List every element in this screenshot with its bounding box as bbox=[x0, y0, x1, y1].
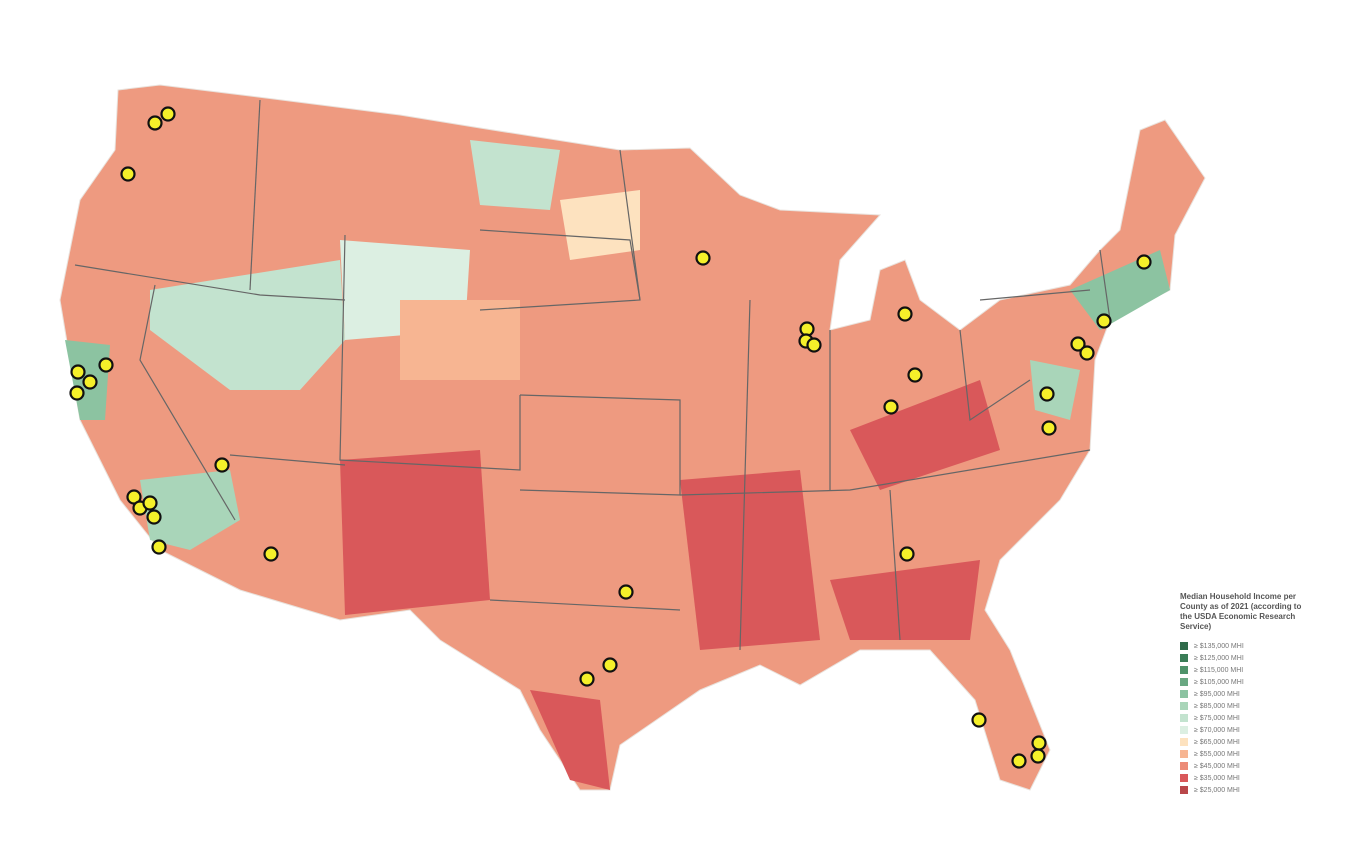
city-marker bbox=[907, 367, 923, 383]
city-marker bbox=[1136, 254, 1152, 270]
legend-item: ≥ $70,000 MHI bbox=[1180, 724, 1310, 736]
legend-items: ≥ $135,000 MHI ≥ $125,000 MHI ≥ $115,000 M… bbox=[1180, 640, 1310, 796]
city-marker bbox=[147, 115, 163, 131]
city-marker bbox=[695, 250, 711, 266]
legend-swatch bbox=[1180, 786, 1188, 794]
city-marker bbox=[214, 457, 230, 473]
legend-title: Median Household Income per County as of… bbox=[1180, 592, 1302, 631]
legend-label: ≥ $135,000 MHI bbox=[1194, 642, 1244, 650]
city-marker bbox=[120, 166, 136, 182]
legend-swatch bbox=[1180, 714, 1188, 722]
legend-swatch bbox=[1180, 702, 1188, 710]
legend-item: ≥ $95,000 MHI bbox=[1180, 688, 1310, 700]
city-marker bbox=[142, 495, 158, 511]
city-marker bbox=[98, 357, 114, 373]
legend-swatch bbox=[1180, 642, 1188, 650]
city-marker bbox=[69, 385, 85, 401]
city-marker bbox=[1031, 735, 1047, 751]
legend-item: ≥ $65,000 MHI bbox=[1180, 736, 1310, 748]
city-marker bbox=[1096, 313, 1112, 329]
legend-label: ≥ $125,000 MHI bbox=[1194, 654, 1244, 662]
city-marker bbox=[971, 712, 987, 728]
legend-item: ≥ $135,000 MHI bbox=[1180, 640, 1310, 652]
legend-swatch bbox=[1180, 750, 1188, 758]
legend-label: ≥ $75,000 MHI bbox=[1194, 714, 1240, 722]
legend-label: ≥ $55,000 MHI bbox=[1194, 750, 1240, 758]
city-marker bbox=[160, 106, 176, 122]
city-marker bbox=[899, 546, 915, 562]
legend-item: ≥ $125,000 MHI bbox=[1180, 652, 1310, 664]
legend-item: ≥ $25,000 MHI bbox=[1180, 784, 1310, 796]
city-marker bbox=[263, 546, 279, 562]
state-borders bbox=[74, 99, 1111, 651]
city-marker bbox=[1039, 386, 1055, 402]
legend-item: ≥ $55,000 MHI bbox=[1180, 748, 1310, 760]
legend-swatch bbox=[1180, 738, 1188, 746]
legend-swatch bbox=[1180, 678, 1188, 686]
city-marker bbox=[1011, 753, 1027, 769]
legend-item: ≥ $35,000 MHI bbox=[1180, 772, 1310, 784]
legend-swatch bbox=[1180, 726, 1188, 734]
city-marker bbox=[579, 671, 595, 687]
legend-swatch bbox=[1180, 690, 1188, 698]
legend-swatch bbox=[1180, 654, 1188, 662]
legend-label: ≥ $70,000 MHI bbox=[1194, 726, 1240, 734]
city-marker bbox=[1079, 345, 1095, 361]
city-marker bbox=[146, 509, 162, 525]
legend-item: ≥ $105,000 MHI bbox=[1180, 676, 1310, 688]
city-marker bbox=[82, 374, 98, 390]
city-marker bbox=[1041, 420, 1057, 436]
legend-label: ≥ $45,000 MHI bbox=[1194, 762, 1240, 770]
city-marker bbox=[897, 306, 913, 322]
city-marker bbox=[1070, 336, 1086, 352]
city-marker bbox=[1030, 748, 1046, 764]
us-outline bbox=[59, 84, 1206, 791]
legend-item: ≥ $45,000 MHI bbox=[1180, 760, 1310, 772]
legend-label: ≥ $115,000 MHI bbox=[1194, 666, 1244, 674]
city-marker bbox=[618, 584, 634, 600]
legend-swatch bbox=[1180, 774, 1188, 782]
legend-label: ≥ $95,000 MHI bbox=[1194, 690, 1240, 698]
city-marker bbox=[70, 364, 86, 380]
legend-label: ≥ $105,000 MHI bbox=[1194, 678, 1244, 686]
legend-swatch bbox=[1180, 666, 1188, 674]
legend: Median Household Income per County as of… bbox=[1180, 592, 1310, 796]
legend-label: ≥ $35,000 MHI bbox=[1194, 774, 1240, 782]
city-marker bbox=[602, 657, 618, 673]
legend-item: ≥ $85,000 MHI bbox=[1180, 700, 1310, 712]
legend-item: ≥ $115,000 MHI bbox=[1180, 664, 1310, 676]
city-marker bbox=[806, 337, 822, 353]
legend-label: ≥ $65,000 MHI bbox=[1194, 738, 1240, 746]
legend-label: ≥ $85,000 MHI bbox=[1194, 702, 1240, 710]
legend-label: ≥ $25,000 MHI bbox=[1194, 786, 1240, 794]
city-marker bbox=[883, 399, 899, 415]
legend-item: ≥ $75,000 MHI bbox=[1180, 712, 1310, 724]
legend-swatch bbox=[1180, 762, 1188, 770]
city-marker bbox=[151, 539, 167, 555]
